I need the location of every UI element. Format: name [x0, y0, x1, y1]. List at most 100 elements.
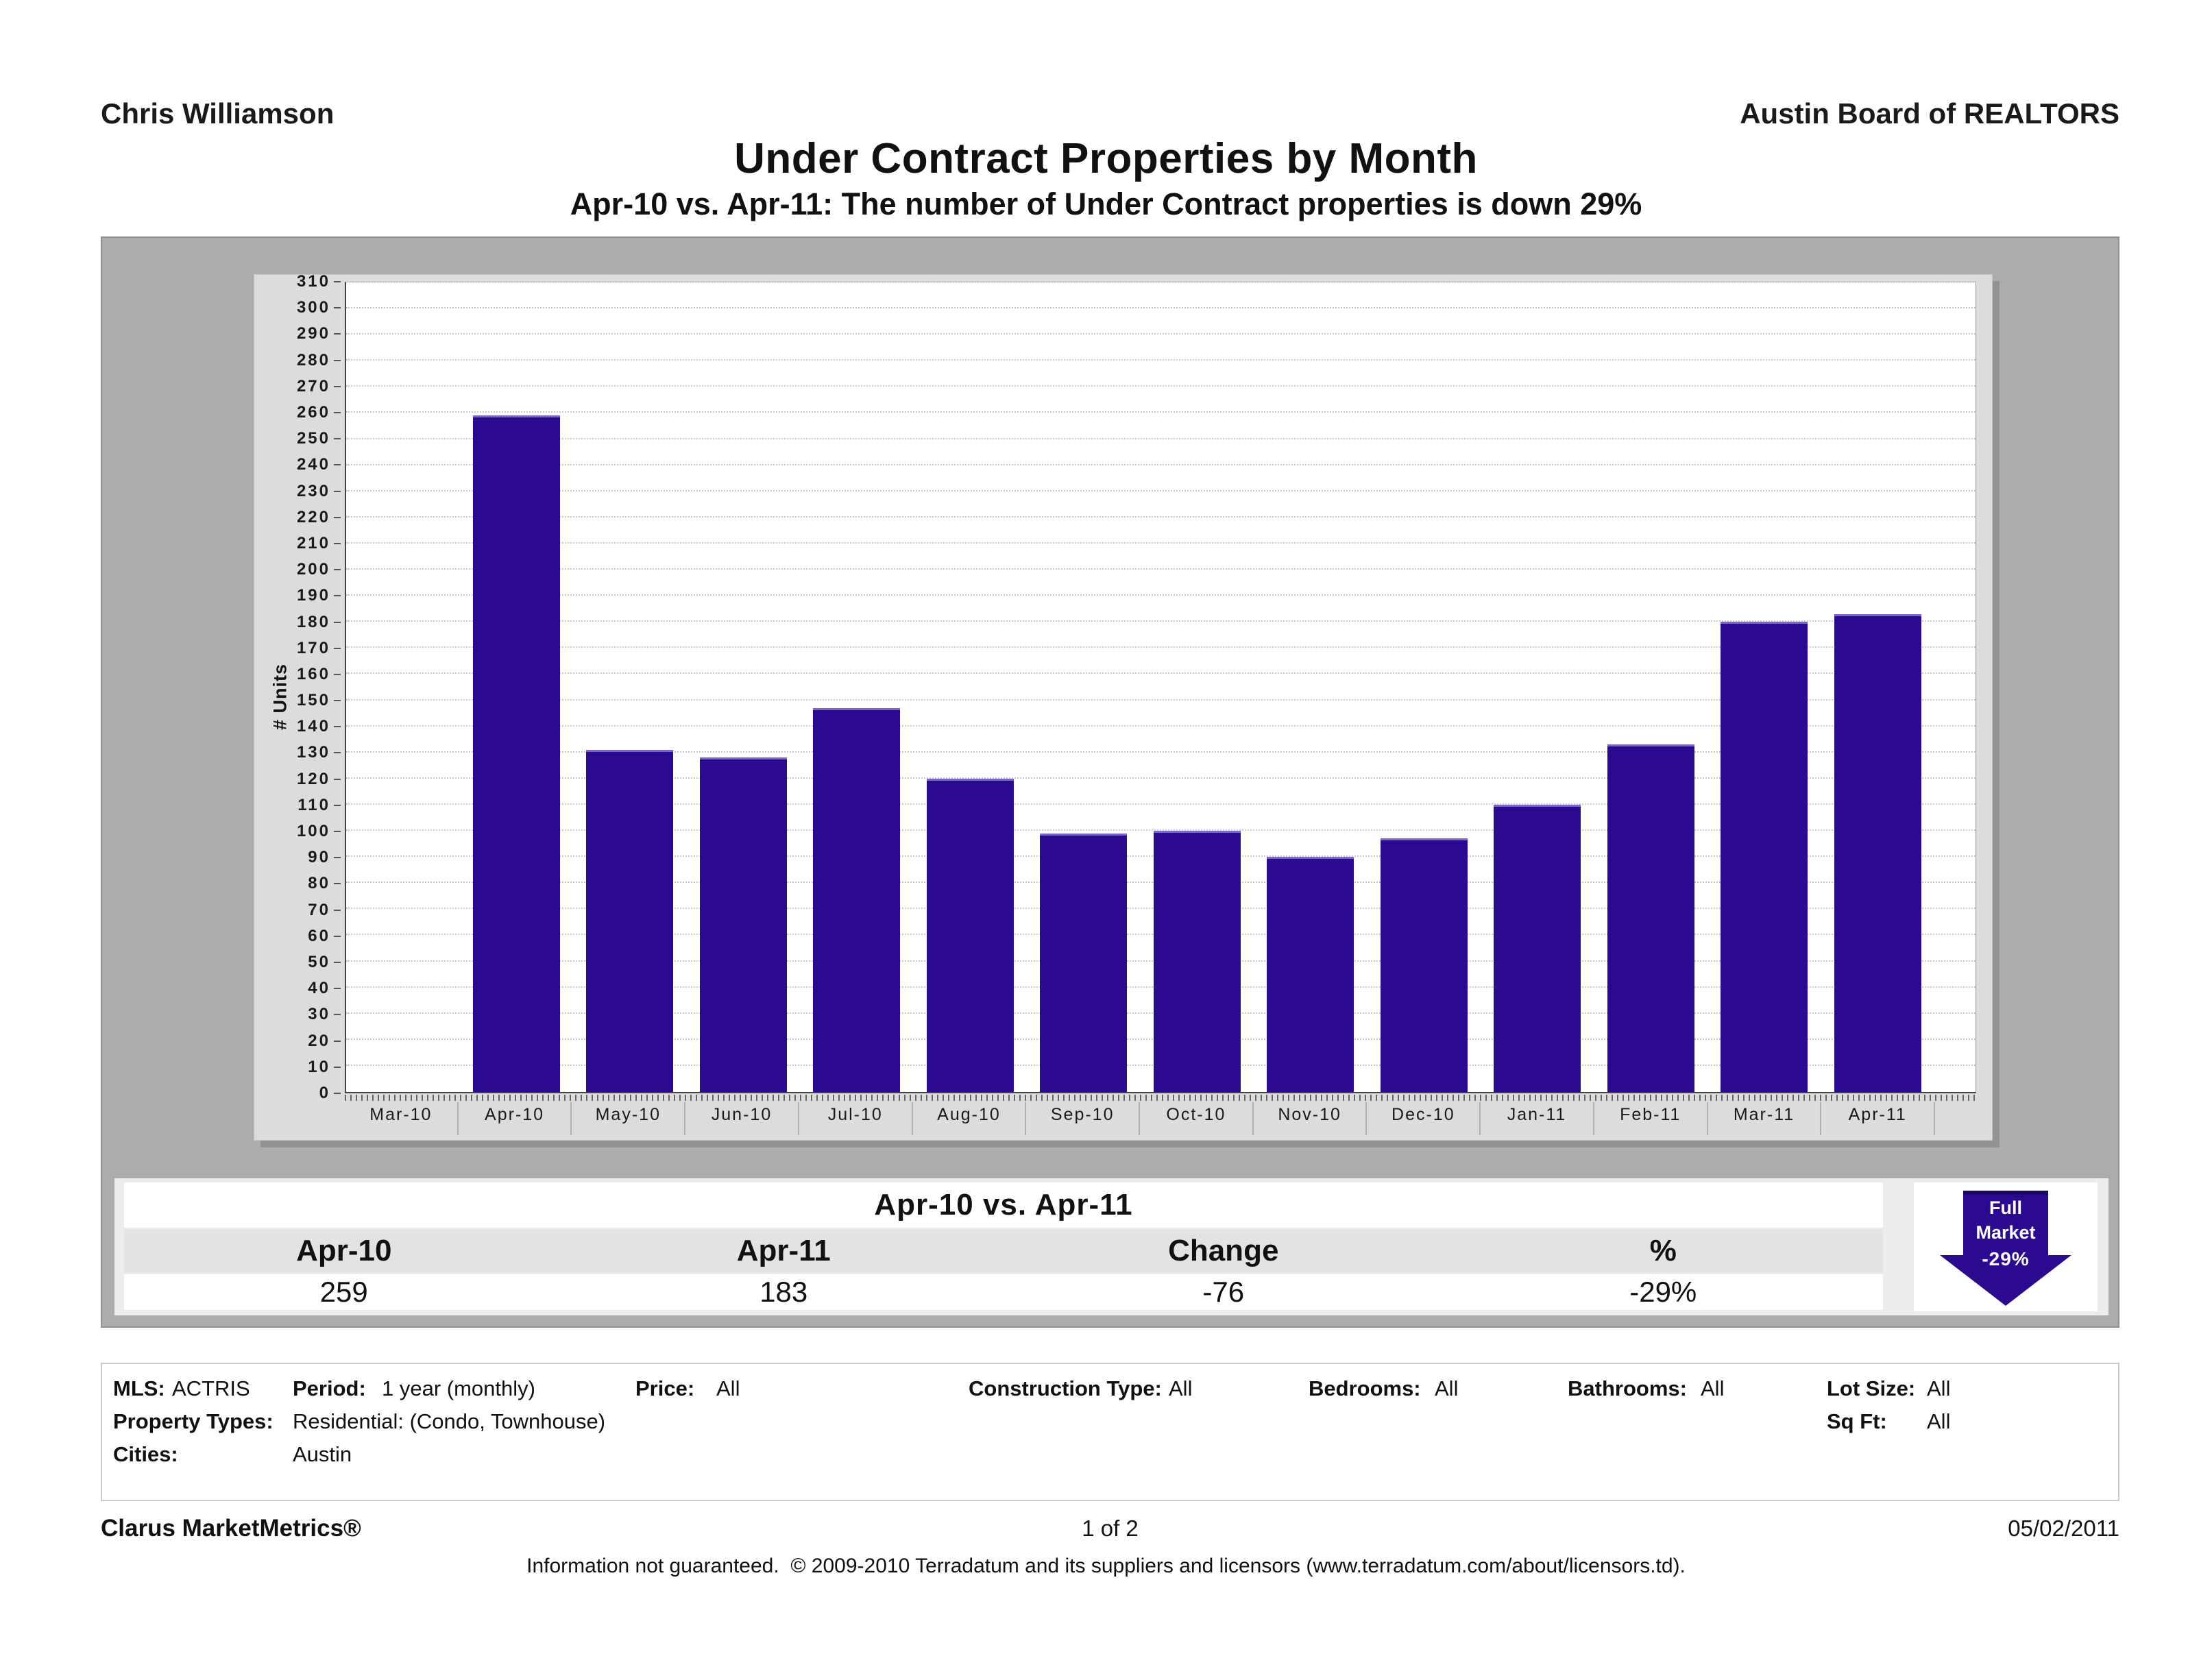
x-axis-label: May-10 [570, 1102, 684, 1135]
gridline [346, 672, 1976, 674]
gridline [346, 359, 1976, 361]
bar-slot [1254, 282, 1368, 1092]
y-tick-label: 280 [297, 351, 341, 370]
bar-Aug-10 [926, 778, 1014, 1092]
gridline [346, 385, 1976, 387]
y-tick-label: 70 [308, 901, 341, 920]
y-tick-label: 140 [297, 717, 341, 736]
summary-value-row: 259 183 -76 -29% [124, 1274, 1883, 1310]
y-tick-label: 160 [297, 665, 341, 684]
y-tick-label: 20 [308, 1032, 341, 1051]
x-axis-label: Jul-10 [797, 1102, 912, 1135]
y-tick-label: 230 [297, 482, 341, 501]
bar-slot [346, 282, 460, 1092]
bar-slot [1707, 282, 1821, 1092]
y-tick-label: 290 [297, 324, 341, 343]
y-tick-label: 150 [297, 691, 341, 710]
period-label: Period: [293, 1376, 366, 1400]
y-tick-label: 0 [319, 1084, 341, 1103]
bar-slot [573, 282, 687, 1092]
chart-container: # Units 0 10 20 30 40 50 60 70 80 90 100 110 120 130 1… [101, 236, 2119, 1328]
y-tick-label: 200 [297, 560, 341, 579]
bar-Jun-10 [699, 757, 787, 1092]
y-tick-label: 240 [297, 455, 341, 474]
x-axis-label: Apr-10 [457, 1102, 571, 1135]
y-tick-label: 190 [297, 586, 341, 605]
y-tick-label: 90 [308, 848, 341, 867]
y-tick-label: 220 [297, 508, 341, 527]
bar-Nov-10 [1267, 857, 1354, 1092]
construction-type-label: Construction Type: [969, 1376, 1162, 1400]
bar-slot [1141, 282, 1254, 1092]
bar-slot [1027, 282, 1141, 1092]
gridline [346, 281, 1976, 282]
report-header: Chris Williamson Austin Board of REALTOR… [101, 97, 2119, 130]
lot-size-label: Lot Size: [1827, 1376, 1916, 1400]
y-tick-label: 250 [297, 429, 341, 448]
bar-slot [1594, 282, 1708, 1092]
summary-value-apr10: 259 [319, 1276, 368, 1308]
gridline [346, 829, 1976, 831]
sqft-label: Sq Ft: [1827, 1409, 1887, 1433]
summary-header-change: Change [1168, 1234, 1279, 1267]
period-value: 1 year (monthly) [382, 1376, 535, 1400]
gridline [346, 725, 1976, 727]
x-axis-labels: Mar-10 Apr-10 May-10 Jun-10 Jul-10 Aug-10 Sep-… [345, 1102, 1935, 1135]
badge-value: -29% [1982, 1248, 2030, 1269]
gridline [346, 333, 1976, 335]
price-value: All [716, 1376, 740, 1400]
bar-Apr-11 [1834, 613, 1921, 1092]
y-tick-label: 110 [297, 796, 341, 815]
bars [346, 282, 1934, 1092]
report-subtitle: Apr-10 vs. Apr-11: The number of Under C… [570, 186, 1642, 221]
badge-line1: Full [1989, 1197, 2022, 1218]
x-axis-label: Sep-10 [1025, 1102, 1139, 1135]
x-axis-label: Aug-10 [911, 1102, 1025, 1135]
gridline [346, 594, 1976, 596]
y-tick-label: 60 [308, 927, 341, 946]
bar-slot [1481, 282, 1594, 1092]
summary-title: Apr-10 vs. Apr-11 [124, 1182, 1883, 1228]
gridline [346, 751, 1976, 753]
x-axis-label: Jun-10 [684, 1102, 798, 1135]
y-tick-label: 50 [308, 953, 341, 972]
badge-line2: Market [1976, 1222, 2036, 1243]
gridline [346, 777, 1976, 779]
y-tick-label: 120 [297, 770, 341, 789]
gridline [346, 646, 1976, 648]
summary-header-apr11: Apr-11 [736, 1234, 831, 1267]
gridline [346, 307, 1976, 309]
y-tick-label: 40 [308, 979, 341, 998]
cities-label: Cities: [113, 1442, 178, 1466]
y-tick-label: 210 [297, 534, 341, 553]
criteria-box: MLS: ACTRIS Period: 1 year (monthly) Pri… [101, 1363, 2119, 1501]
gridline [346, 515, 1976, 518]
x-axis-label: Mar-11 [1706, 1102, 1821, 1135]
sqft-value: All [1927, 1409, 1951, 1433]
bar-slot [460, 282, 574, 1092]
brand-name: Clarus MarketMetrics® [101, 1515, 361, 1542]
bedrooms-value: All [1435, 1376, 1459, 1400]
bathrooms-label: Bathrooms: [1568, 1376, 1687, 1400]
summary-header-row: Apr-10 Apr-11 Change % [124, 1229, 1883, 1273]
gridline [346, 463, 1976, 465]
summary-value-change: -76 [1202, 1276, 1245, 1308]
bedrooms-label: Bedrooms: [1309, 1376, 1421, 1400]
gridline [346, 620, 1976, 622]
y-tick-label: 300 [297, 298, 341, 317]
bar-Dec-10 [1380, 838, 1468, 1092]
summary-table: Apr-10 vs. Apr-11 Apr-10 Apr-11 Change %… [124, 1182, 1883, 1311]
bar-Mar-11 [1721, 622, 1808, 1092]
y-tick-label: 30 [308, 1005, 341, 1024]
x-axis-label: Mar-10 [369, 1105, 433, 1124]
summary-band: Apr-10 vs. Apr-11 Apr-10 Apr-11 Change %… [114, 1178, 2108, 1315]
bar-Apr-10 [472, 415, 560, 1092]
bar-Sep-10 [1040, 833, 1128, 1092]
bar-slot [800, 282, 914, 1092]
construction-type-value: All [1169, 1376, 1193, 1400]
plot-area [345, 281, 1976, 1093]
bar-Jul-10 [813, 707, 901, 1092]
page-number: 1 of 2 [1082, 1516, 1139, 1541]
agent-name: Chris Williamson [101, 97, 335, 130]
